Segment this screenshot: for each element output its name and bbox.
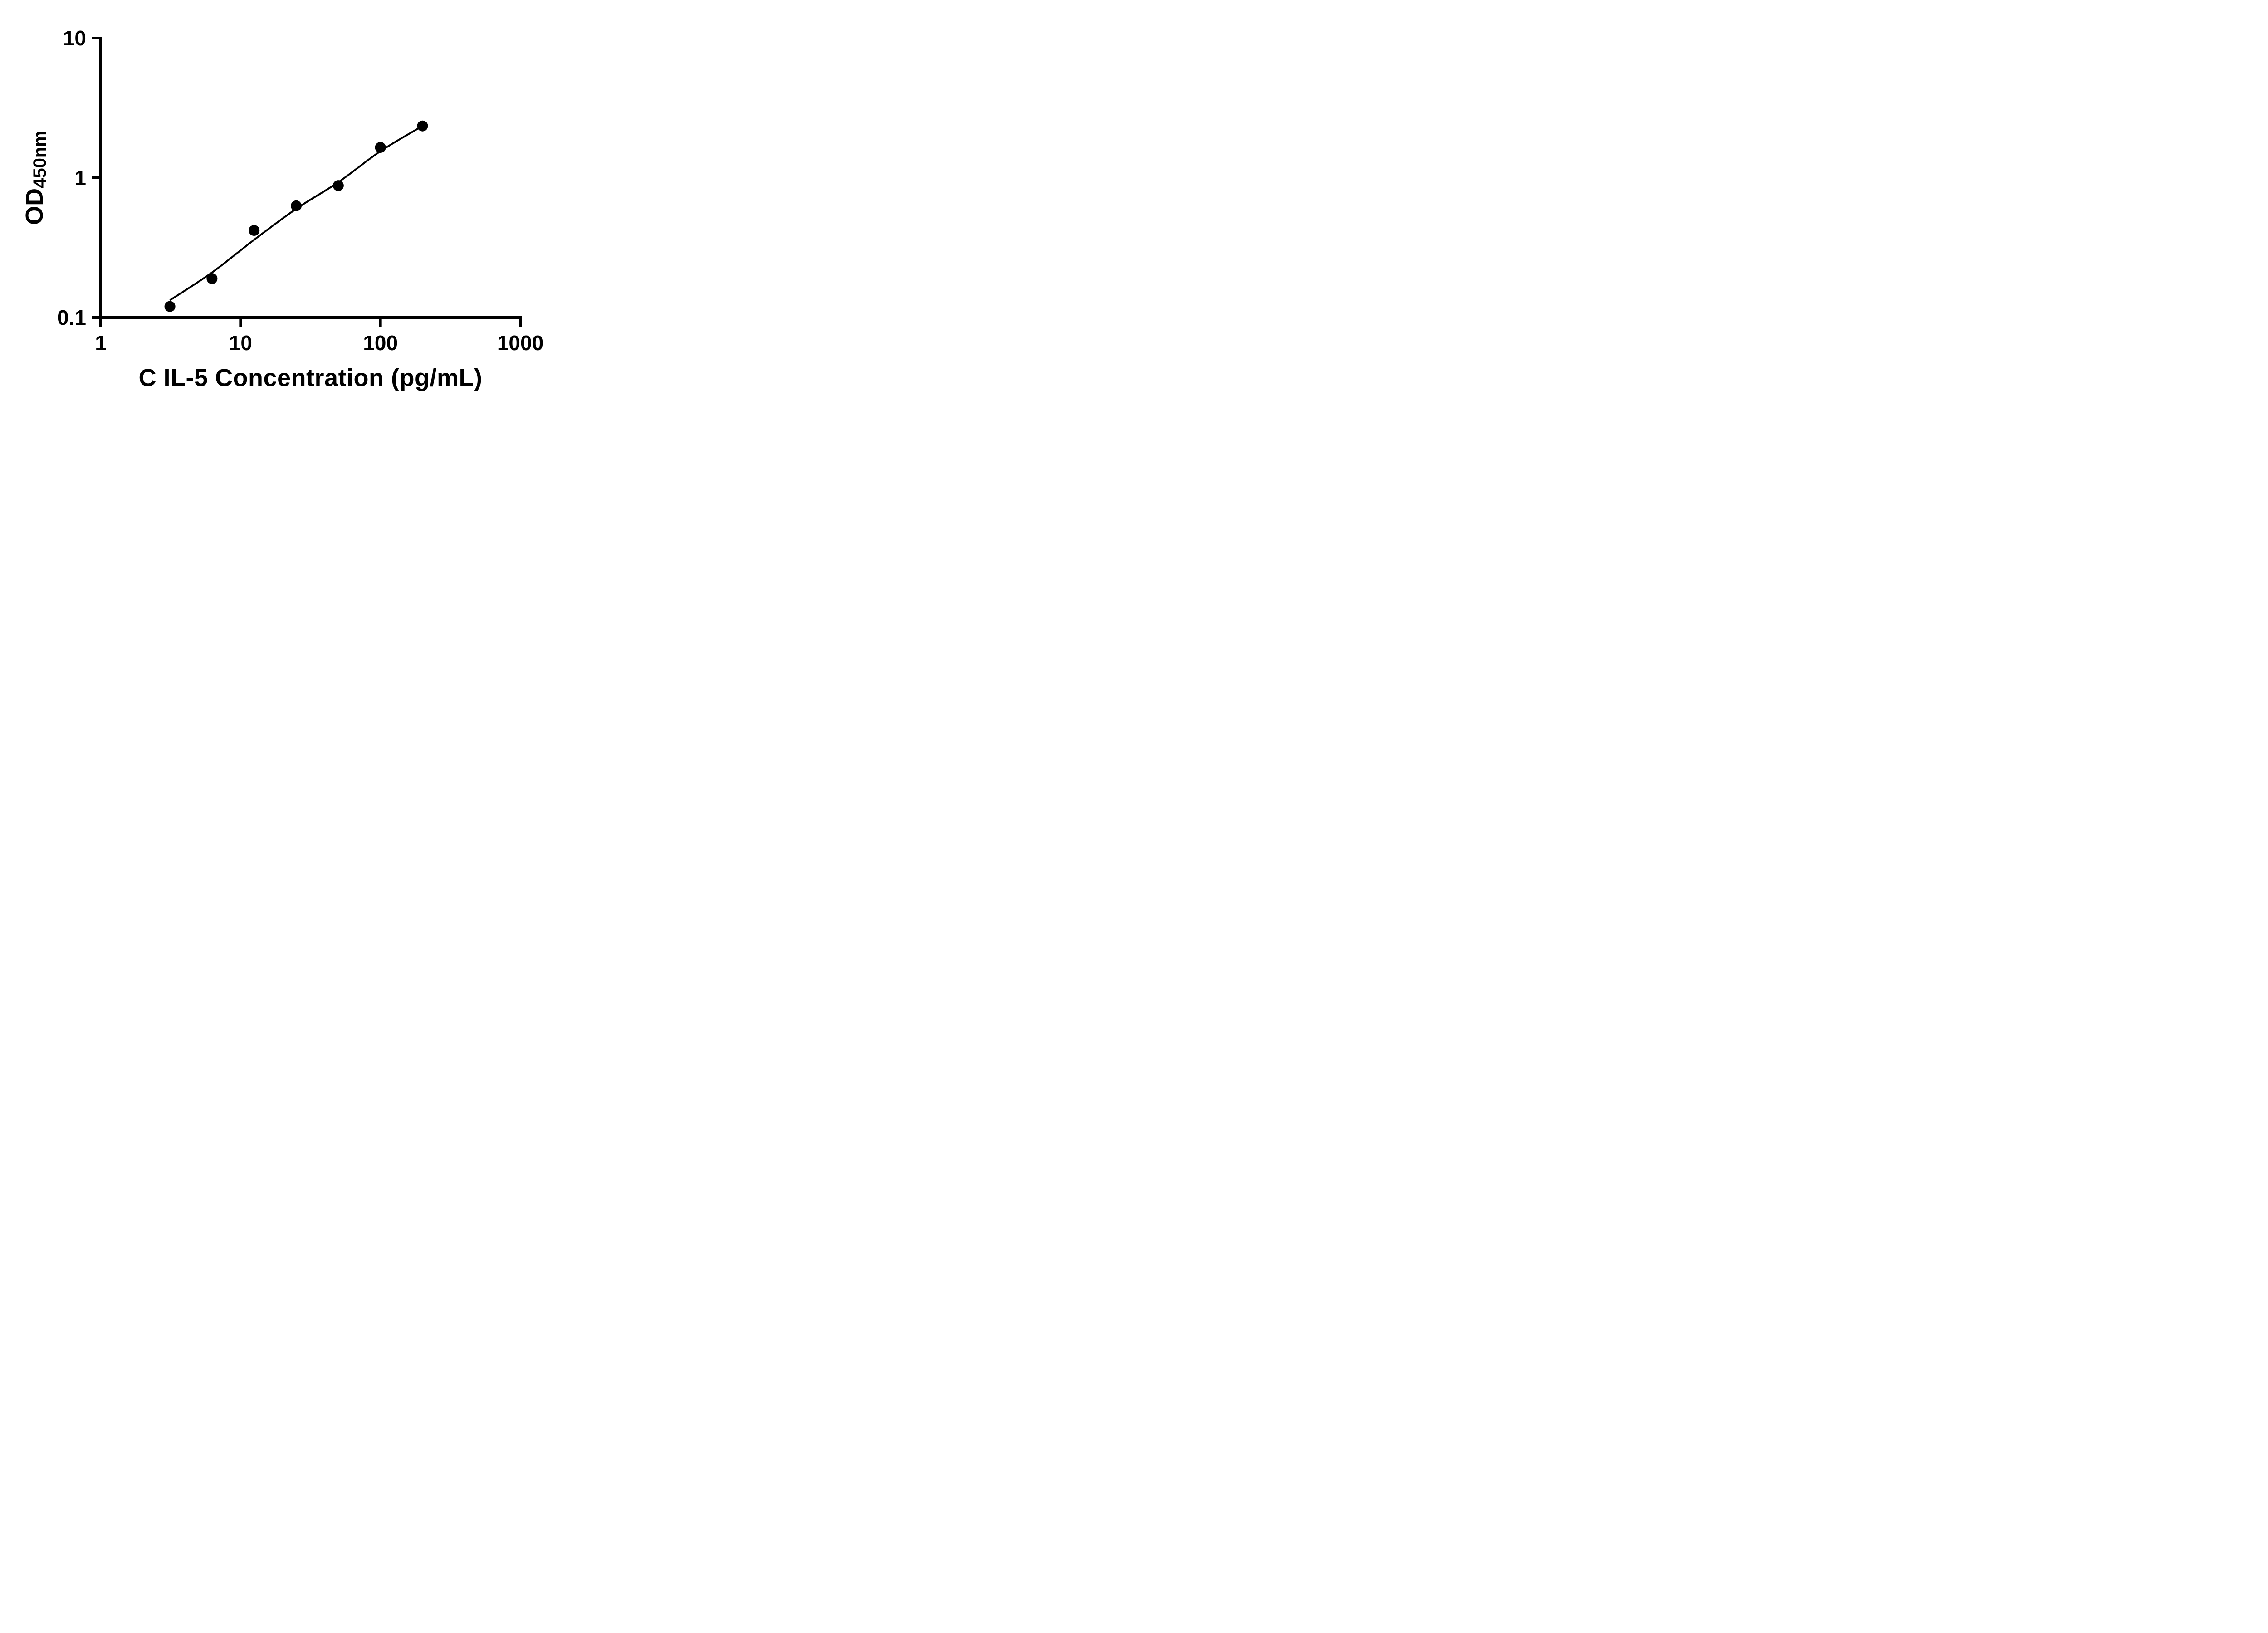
y-tick-label: 1 — [74, 166, 86, 190]
y-axis-title: OD450nm — [20, 131, 50, 225]
axis-spine — [99, 37, 522, 319]
data-point — [332, 180, 344, 191]
chart-svg: 1 10 100 1000 0.1 1 10 — [57, 26, 543, 355]
y-axis-title-subscript: 450nm — [30, 131, 50, 188]
data-point — [417, 120, 428, 132]
data-point — [206, 273, 218, 284]
x-tick-label: 10 — [229, 331, 252, 355]
y-tick-label: 10 — [63, 26, 86, 50]
x-axis-title: C IL-5 Concentration (pg/mL) — [138, 364, 483, 391]
data-point — [164, 301, 176, 312]
x-tick-label: 1 — [95, 331, 107, 355]
x-tick-label: 100 — [363, 331, 398, 355]
fit-line — [169, 125, 423, 301]
data-point — [249, 225, 260, 236]
data-point — [291, 200, 302, 211]
x-tick-label: 1000 — [497, 331, 543, 355]
elisa-standard-curve-figure: 1 10 100 1000 0.1 1 10 OD450nm C IL-5 Concentr… — [0, 0, 572, 408]
y-tick-label: 0.1 — [57, 306, 86, 329]
data-point — [375, 142, 386, 153]
y-axis-title-main: OD — [20, 188, 48, 225]
